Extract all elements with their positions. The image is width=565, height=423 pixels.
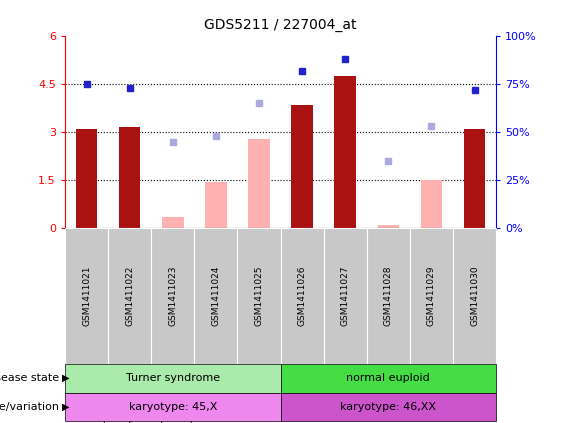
Text: GSM1411030: GSM1411030: [470, 266, 479, 327]
Text: ▶: ▶: [62, 373, 69, 383]
Text: normal euploid: normal euploid: [346, 373, 430, 383]
Text: transformed count: transformed count: [103, 421, 194, 423]
Text: GSM1411024: GSM1411024: [211, 266, 220, 326]
Text: GSM1411028: GSM1411028: [384, 266, 393, 327]
Text: GSM1411022: GSM1411022: [125, 266, 134, 326]
Text: ▶: ▶: [62, 402, 69, 412]
Bar: [292, 105, 313, 228]
Text: Turner syndrome: Turner syndrome: [125, 373, 220, 383]
Text: GSM1411027: GSM1411027: [341, 266, 350, 327]
Bar: [464, 129, 485, 228]
Text: GSM1411029: GSM1411029: [427, 266, 436, 327]
Text: karyotype: 46,XX: karyotype: 46,XX: [340, 402, 436, 412]
Text: karyotype: 45,X: karyotype: 45,X: [129, 402, 217, 412]
Text: genotype/variation: genotype/variation: [0, 402, 59, 412]
Bar: [334, 76, 356, 228]
Bar: [205, 182, 227, 228]
Text: GSM1411025: GSM1411025: [254, 266, 263, 327]
Text: GSM1411021: GSM1411021: [82, 266, 91, 327]
Text: GSM1411026: GSM1411026: [298, 266, 307, 327]
Bar: [76, 129, 97, 228]
Bar: [377, 225, 399, 228]
Bar: [119, 127, 141, 228]
Bar: [420, 180, 442, 228]
Text: GSM1411023: GSM1411023: [168, 266, 177, 327]
Bar: [248, 139, 270, 228]
Text: disease state: disease state: [0, 373, 59, 383]
Bar: [162, 217, 184, 228]
Title: GDS5211 / 227004_at: GDS5211 / 227004_at: [205, 18, 357, 32]
